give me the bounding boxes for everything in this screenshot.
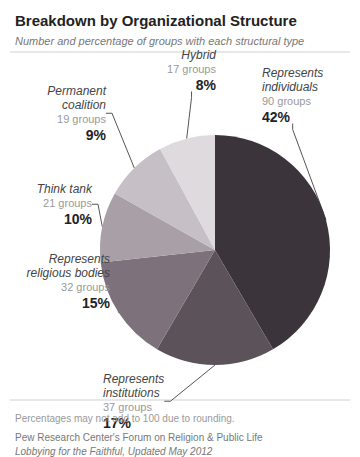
svg-text:coalition: coalition: [62, 98, 106, 112]
svg-text:Percentages may not add to 100: Percentages may not add to 100 due to ro…: [15, 413, 235, 424]
svg-text:Pew Research Center's Forum on: Pew Research Center's Forum on Religion …: [15, 432, 263, 443]
svg-text:37 groups: 37 groups: [103, 401, 152, 413]
svg-text:17 groups: 17 groups: [167, 63, 216, 75]
svg-text:institutions: institutions: [103, 386, 160, 400]
svg-text:religious bodies: religious bodies: [27, 266, 110, 280]
svg-text:Represents: Represents: [49, 252, 110, 266]
svg-text:Permanent: Permanent: [47, 84, 106, 98]
svg-text:32 groups: 32 groups: [61, 281, 110, 293]
svg-text:Think tank: Think tank: [37, 182, 93, 196]
svg-text:Represents: Represents: [103, 372, 164, 386]
svg-text:9%: 9%: [86, 127, 107, 143]
svg-text:Number and percentage of group: Number and percentage of groups with eac…: [15, 35, 304, 47]
svg-text:Breakdown by Organizational St: Breakdown by Organizational Structure: [15, 12, 297, 29]
svg-text:individuals: individuals: [262, 80, 318, 94]
svg-text:19 groups: 19 groups: [57, 113, 106, 125]
svg-text:Hybrid: Hybrid: [181, 48, 216, 62]
svg-text:Lobbying for the Faithful, Upd: Lobbying for the Faithful, Updated May 2…: [15, 446, 213, 457]
svg-text:10%: 10%: [64, 211, 93, 227]
svg-text:Represents: Represents: [262, 66, 323, 80]
svg-text:42%: 42%: [262, 109, 291, 125]
svg-text:15%: 15%: [82, 295, 111, 311]
svg-text:90 groups: 90 groups: [262, 95, 311, 107]
svg-text:8%: 8%: [196, 77, 217, 93]
svg-text:21 groups: 21 groups: [43, 197, 92, 209]
